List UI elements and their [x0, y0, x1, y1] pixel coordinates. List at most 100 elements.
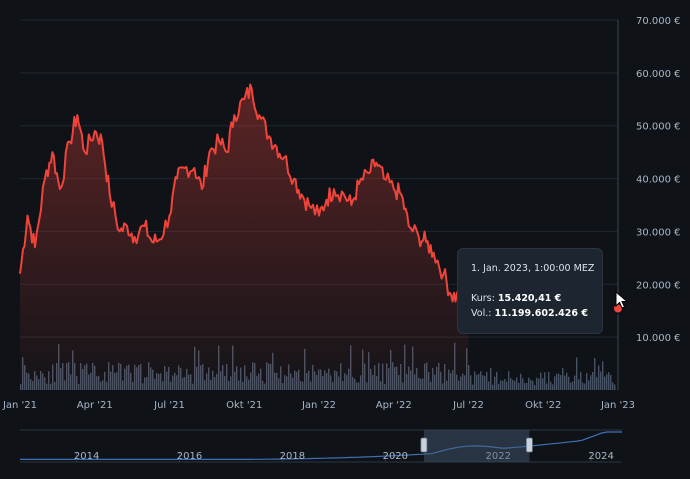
volume-bar [508, 371, 510, 390]
navigator-tick-label: 2020 [383, 451, 408, 462]
volume-bar [472, 384, 474, 390]
range-navigator[interactable]: 2014 2016 2018 2020 2022 2024 [20, 429, 622, 463]
volume-bar [600, 371, 602, 390]
price-axis-tick-label: 40.000 € [636, 175, 681, 186]
tooltip-price-row: Kurs: 15.420,41 € [471, 292, 602, 305]
volume-bar [614, 384, 616, 390]
volume-bar [468, 364, 470, 390]
volume-bar [612, 382, 614, 390]
volume-bar [580, 371, 582, 390]
volume-bar [530, 380, 532, 390]
time-axis-tick-label: Jan '21 [2, 400, 37, 411]
volume-bar [568, 376, 570, 390]
time-axis: Jan '21 Apr '21 Jul '21 Okt '21 Jan '22 Apr '… [2, 400, 635, 411]
volume-bar [500, 380, 502, 390]
volume-bar [598, 365, 600, 390]
volume-bar [520, 373, 522, 390]
volume-bar [560, 375, 562, 390]
volume-bar [594, 358, 596, 390]
volume-bar [550, 381, 552, 390]
volume-bar [482, 375, 484, 390]
volume-bar [608, 372, 610, 390]
volume-bar [544, 372, 546, 390]
volume-bar [592, 371, 594, 390]
data-tooltip: 1. Jan. 2023, 1:00:00 MEZ Kurs: 15.420,4… [457, 248, 603, 334]
volume-bar [538, 378, 540, 390]
volume-bar [582, 382, 584, 390]
volume-bar [524, 382, 526, 390]
volume-bar [572, 381, 574, 390]
navigator-left-handle[interactable] [420, 437, 428, 453]
price-area-fill [20, 84, 469, 390]
price-axis-tick-label: 20.000 € [636, 280, 681, 291]
price-axis-tick-label: 60.000 € [636, 69, 681, 80]
volume-bar [564, 375, 566, 390]
volume-bar [552, 384, 554, 390]
time-axis-tick-label: Jan '23 [600, 400, 635, 411]
price-axis-tick-label: 70.000 € [636, 16, 681, 27]
volume-bar [478, 373, 480, 390]
tooltip-price-value: 15.420,41 € [497, 293, 562, 304]
price-axis-tick-label: 50.000 € [636, 122, 681, 133]
volume-bar [562, 367, 564, 390]
time-axis-tick-label: Jul '22 [452, 400, 484, 411]
volume-bar [540, 372, 542, 390]
volume-bar [484, 375, 486, 390]
volume-bar [528, 377, 530, 390]
volume-bar [536, 377, 538, 390]
volume-bar [498, 383, 500, 390]
volume-bar [496, 371, 498, 390]
volume-bar [610, 374, 612, 390]
volume-bar [606, 374, 608, 390]
volume-bar [570, 382, 572, 390]
volume-bar [554, 376, 556, 390]
time-axis-tick-label: Okt '22 [525, 400, 561, 411]
volume-bar [588, 380, 590, 390]
navigator-tick-label: 2016 [177, 451, 202, 462]
volume-bar [504, 379, 506, 390]
time-axis-tick-label: Jul '21 [153, 400, 185, 411]
volume-bar [590, 375, 592, 390]
tooltip-volume-label: Vol.: [471, 308, 492, 319]
volume-bar [546, 383, 548, 390]
volume-bar [576, 357, 578, 390]
volume-bar [578, 379, 580, 390]
volume-bar [584, 383, 586, 390]
volume-bar [604, 376, 606, 390]
volume-bar [488, 381, 490, 390]
tooltip-date: 1. Jan. 2023, 1:00:00 MEZ [471, 263, 595, 274]
volume-bar [602, 361, 604, 390]
volume-bar [476, 374, 478, 390]
navigator-right-handle[interactable] [525, 437, 533, 453]
navigator-tick-label: 2014 [74, 451, 99, 462]
price-axis-tick-label: 10.000 € [636, 333, 681, 344]
volume-bar [512, 379, 514, 390]
time-axis-tick-label: Jan '22 [301, 400, 336, 411]
volume-bar [518, 382, 520, 390]
mouse-cursor-icon [615, 291, 629, 309]
volume-bar [556, 373, 558, 390]
navigator-selection[interactable] [423, 430, 530, 462]
volume-bar [502, 380, 504, 390]
volume-bar [586, 373, 588, 390]
time-axis-tick-label: Okt '21 [226, 400, 262, 411]
volume-bar [470, 375, 472, 390]
volume-bar [532, 380, 534, 390]
volume-bar [506, 381, 508, 390]
volume-bar [596, 377, 598, 390]
volume-bar [526, 382, 528, 390]
time-axis-tick-label: Apr '22 [376, 400, 412, 411]
volume-bar [490, 367, 492, 390]
navigator-tick-label: 2022 [485, 451, 510, 462]
volume-bar [566, 372, 568, 390]
price-axis: 10.000 € 20.000 € 30.000 € 40.000 € 50.000 €… [636, 16, 681, 344]
tooltip-volume-row: Vol.: 11.199.602.426 € [471, 307, 602, 320]
volume-bar [516, 377, 518, 390]
price-series-line [19, 83, 470, 303]
volume-bar [480, 371, 482, 390]
volume-bar [474, 371, 476, 390]
navigator-tick-label: 2024 [588, 451, 613, 462]
volume-bar [494, 376, 496, 390]
navigator-tick-label: 2018 [280, 451, 305, 462]
